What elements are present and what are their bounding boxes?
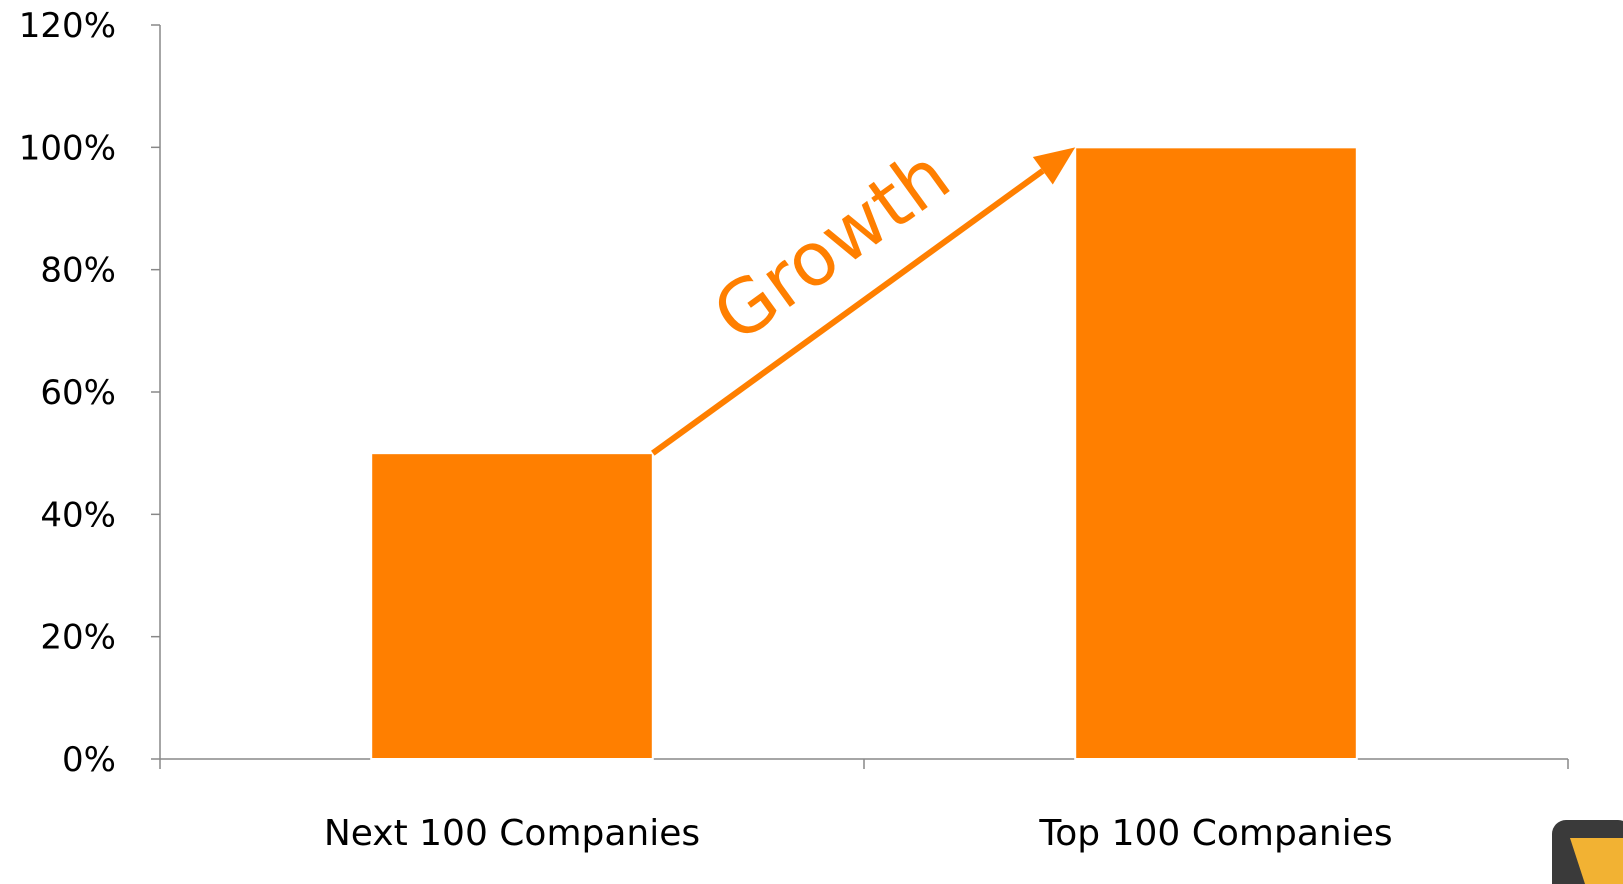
y-tick-label: 80% <box>40 251 116 291</box>
y-tick-label: 100% <box>19 128 116 168</box>
y-tick-label: 120% <box>19 6 116 46</box>
x-category-label: Top 100 Companies <box>1038 813 1392 854</box>
growth-arrow-head <box>1032 147 1076 185</box>
y-tick-label: 0% <box>62 740 116 780</box>
bar-top-100-companies <box>1074 146 1358 761</box>
y-axis-ticks: 0% 20% 40% 60% 80% 100% 120% <box>19 6 160 780</box>
growth-arrow-line <box>651 168 1045 456</box>
app-logo-icon <box>1552 820 1623 884</box>
y-tick-label: 60% <box>40 373 116 413</box>
y-tick-label: 20% <box>40 618 116 658</box>
growth-annotation: Growth <box>651 132 1076 456</box>
y-tick-label: 40% <box>40 495 116 535</box>
x-category-label: Next 100 Companies <box>324 813 700 854</box>
bar-next-100-companies <box>370 452 654 760</box>
x-axis-labels: Next 100 Companies Top 100 Companies <box>159 759 1569 854</box>
bars <box>370 146 1358 761</box>
